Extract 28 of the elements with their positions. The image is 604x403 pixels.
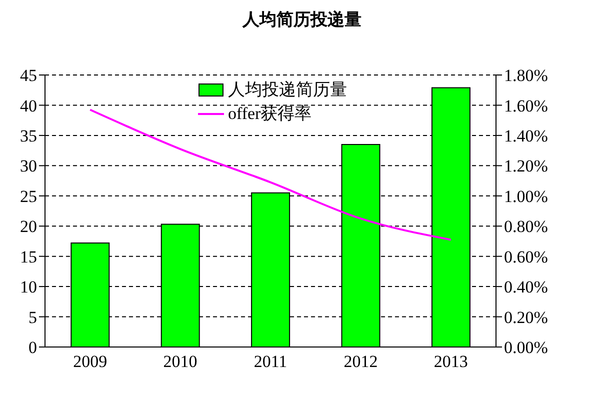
y-tick-label: 35 [20, 126, 37, 146]
y-tick-label: 40 [20, 96, 37, 116]
y-tick-label: 0 [28, 338, 37, 358]
x-tick-label: 2012 [344, 352, 378, 372]
y2-tick-label: 1.60% [504, 96, 548, 116]
y-tick-label: 10 [20, 278, 37, 297]
y2-tick-label: 1.00% [504, 186, 548, 206]
x-tick-label: 2009 [73, 352, 108, 372]
y-tick-label: 45 [20, 66, 37, 86]
y2-tick-label: 0.60% [504, 247, 548, 266]
y-tick-label: 25 [20, 186, 37, 206]
y2-tick-label: 0.20% [504, 308, 548, 327]
x-tick-label: 2013 [434, 352, 468, 372]
y-tick-label: 15 [20, 247, 37, 266]
x-tick-label: 2011 [254, 352, 288, 372]
y2-tick-label: 1.20% [504, 156, 548, 176]
y2-tick-label: 1.80% [504, 66, 548, 86]
y2-tick-label: 1.40% [504, 126, 548, 146]
legend-label: 人均投递简历量 [228, 79, 347, 101]
y2-tick-label: 0.80% [504, 217, 548, 236]
x-tick-label: 2010 [163, 352, 198, 372]
legend-label: offer获得率 [228, 103, 312, 125]
y2-tick-label: 0.40% [504, 278, 548, 297]
y-tick-label: 30 [20, 156, 37, 176]
y2-tick-label: 0.00% [504, 338, 548, 358]
chart-title: 人均简历投递量 [241, 9, 362, 31]
y-tick-label: 20 [20, 217, 37, 236]
y-tick-label: 5 [28, 308, 37, 327]
